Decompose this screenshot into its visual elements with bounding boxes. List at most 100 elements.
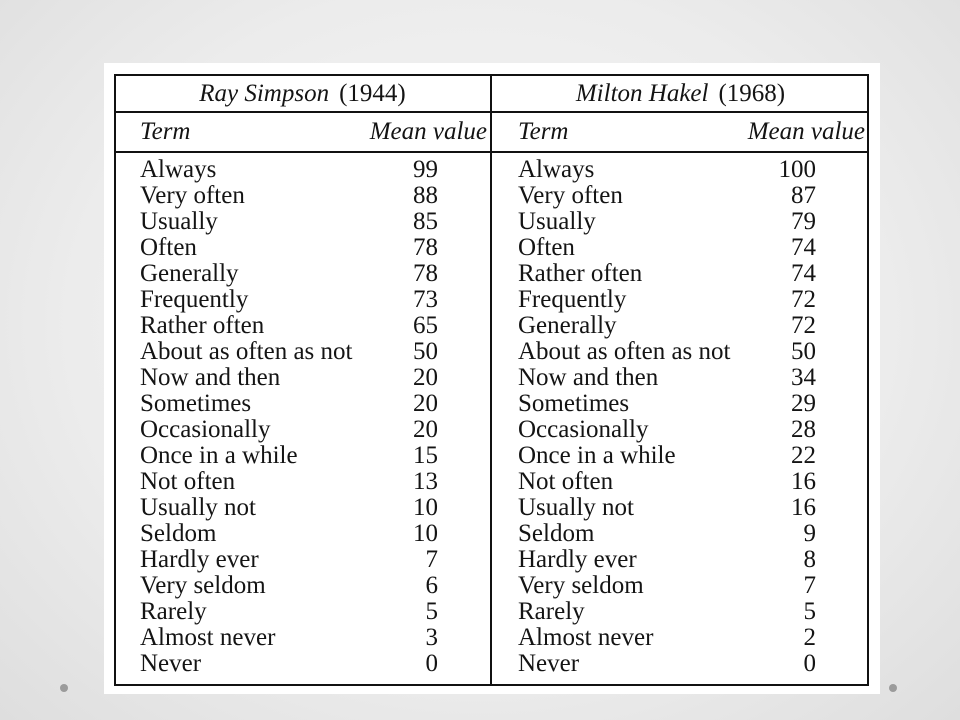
mean-value-cell: 50 [413,338,438,365]
term-cell: Frequently [518,286,627,313]
term-cell: Occasionally [140,416,271,443]
mean-value-cell: 16 [791,494,816,521]
term-cell: Usually [140,208,218,235]
term-cell: Very often [518,182,623,209]
table-row: Never 0 [492,651,869,677]
mean-value-cell: 6 [425,572,439,599]
table-simpson: Ray Simpson (1944) Term Mean value Always… [114,74,491,686]
mean-value-cell: 74 [791,234,816,261]
mean-value-cell: 16 [791,468,816,495]
table-row: Usually not 16 [492,495,869,521]
slide-decoration-dot-left [60,684,68,692]
mean-value-cell: 74 [791,260,816,287]
table-row: Seldom 9 [492,521,869,547]
term-cell: Very seldom [518,572,644,599]
term-cell: Not often [518,468,614,495]
mean-value-cell: 0 [803,650,817,677]
mean-value-cell: 0 [425,650,439,677]
table-row: Rarely 5 [114,599,491,625]
table-header-row: Term Mean value [114,112,491,152]
table-row: About as often as not 50 [114,339,491,365]
mean-value-cell: 99 [413,156,438,183]
term-cell: Generally [140,260,239,287]
table-row: Generally 72 [492,313,869,339]
mean-value-cell: 79 [791,208,816,235]
table-row: Always 100 [492,157,869,183]
study-year: (1944) [339,80,406,107]
mean-value-cell: 7 [425,546,439,573]
table-row: Frequently 72 [492,287,869,313]
table-row: Once in a while 15 [114,443,491,469]
term-cell: About as often as not [518,338,731,365]
author-name: Milton Hakel [575,80,709,107]
table-row: Rather often 65 [114,313,491,339]
table-row: Occasionally 20 [114,417,491,443]
term-cell: Rather often [518,260,643,287]
term-cell: Often [140,234,197,261]
term-cell: Rarely [518,598,585,625]
mean-value-cell: 88 [413,182,438,209]
mean-value-cell: 13 [413,468,438,495]
mean-value-cell: 22 [791,442,816,469]
table-hakel: Milton Hakel (1968) Term Mean value Alway… [492,74,869,686]
term-cell: Frequently [140,286,249,313]
term-cell: Usually not [518,494,634,521]
term-cell: Occasionally [518,416,649,443]
table-row: Seldom 10 [114,521,491,547]
table-row: Generally 78 [114,261,491,287]
mean-value-cell: 72 [791,286,816,313]
slide-decoration-dot-right [889,684,897,692]
term-cell: About as often as not [140,338,353,365]
term-cell: Generally [518,312,617,339]
term-cell: Often [518,234,575,261]
mean-value-column-header: Mean value [747,118,865,145]
mean-value-cell: 78 [413,260,438,287]
term-cell: Once in a while [518,442,676,469]
mean-value-column-header: Mean value [369,118,487,145]
term-cell: Seldom [140,520,217,547]
table-row: Almost never 3 [114,625,491,651]
mean-value-cell: 85 [413,208,438,235]
table-row: Often 78 [114,235,491,261]
term-cell: Always [140,156,217,183]
term-cell: Very seldom [140,572,266,599]
mean-value-cell: 8 [803,546,817,573]
table-title: Milton Hakel (1968) [492,74,869,112]
slide-content-area [104,63,880,694]
mean-value-cell: 5 [425,598,439,625]
term-cell: Hardly ever [140,546,259,573]
mean-value-cell: 72 [791,312,816,339]
table-row: Rather often 74 [492,261,869,287]
mean-value-cell: 29 [791,390,816,417]
table-header-row: Term Mean value [492,112,869,152]
mean-value-cell: 28 [791,416,816,443]
table-row: Sometimes 20 [114,391,491,417]
table-row: Rarely 5 [492,599,869,625]
mean-value-cell: 7 [803,572,817,599]
table-row: Very seldom 7 [492,573,869,599]
term-cell: Now and then [518,364,659,391]
column-divider [490,74,492,686]
term-cell: Sometimes [518,390,630,417]
title-row-divider [114,111,869,113]
mean-value-cell: 15 [413,442,438,469]
mean-value-cell: 34 [791,364,816,391]
table-row: Usually 79 [492,209,869,235]
term-cell: Hardly ever [518,546,637,573]
table-row: Always 99 [114,157,491,183]
mean-value-cell: 73 [413,286,438,313]
table-row: Once in a while 22 [492,443,869,469]
table-row: Usually not 10 [114,495,491,521]
table-row: Sometimes 29 [492,391,869,417]
table-row: Hardly ever 8 [492,547,869,573]
table-row: Never 0 [114,651,491,677]
term-cell: Rarely [140,598,207,625]
term-cell: Almost never [140,624,276,651]
mean-value-cell: 50 [791,338,816,365]
term-cell: Almost never [518,624,654,651]
mean-value-cell: 78 [413,234,438,261]
term-cell: Rather often [140,312,265,339]
table-row: Hardly ever 7 [114,547,491,573]
author-name: Ray Simpson [199,80,330,107]
table-row: About as often as not 50 [492,339,869,365]
